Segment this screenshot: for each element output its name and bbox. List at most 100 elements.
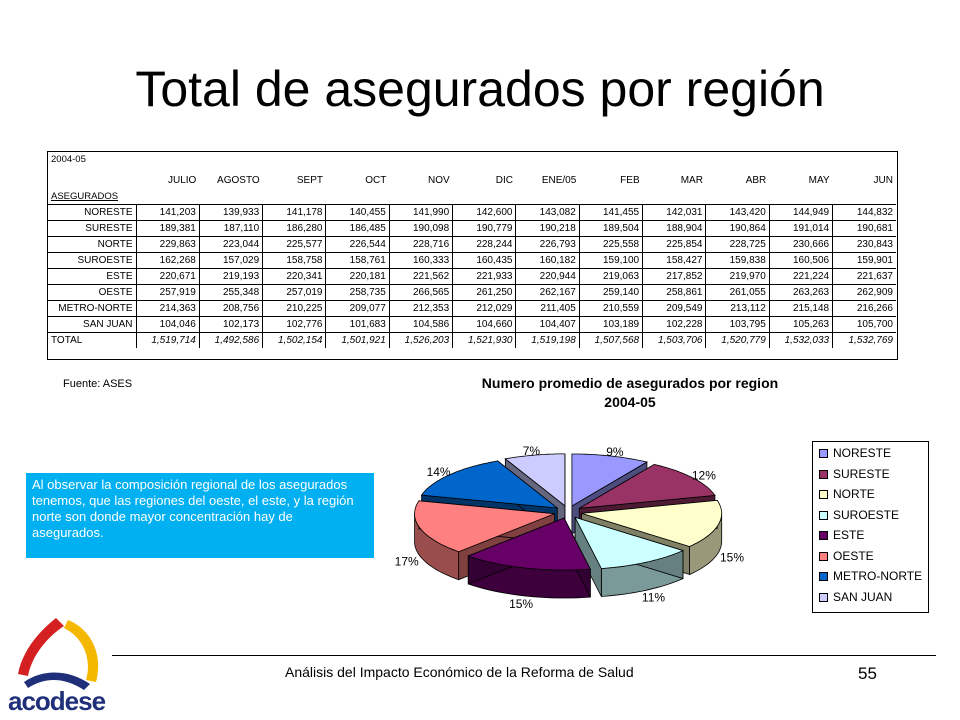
month-header: OCT (365, 174, 387, 186)
legend-label: SAN JUAN (833, 589, 893, 604)
table-row: METRO-NORTE 214,363 208,756 210,225 209,077 2… (48, 300, 896, 317)
month-header: MAY (808, 174, 830, 186)
table-cell: 221,933 (452, 268, 516, 285)
table-row: SURESTE 189,381 187,110 186,280 186,485 190,0… (48, 220, 896, 237)
table-cell: 105,263 (768, 316, 833, 333)
table-cell: 212,353 (388, 300, 453, 317)
logo-arc-blue (24, 672, 90, 690)
total-cell: 1,503,706 (642, 332, 706, 348)
table-cell: 261,250 (452, 284, 516, 301)
table-cell: 141,990 (388, 204, 453, 221)
data-table: 2004-05 ASEGURADOS JULIO AGOSTO SEPT OCT NOV… (47, 151, 898, 360)
month-header: NOV (427, 174, 450, 186)
table-cell: 225,558 (578, 236, 643, 253)
table-cell: 162,268 (135, 252, 200, 269)
total-cell: 1,520,779 (705, 332, 770, 348)
table-cell: 230,843 (832, 236, 896, 253)
table-cell: 160,333 (388, 252, 453, 269)
pie-label: 12% (692, 468, 716, 482)
month-header: ABR (745, 174, 767, 186)
table-cell: 255,348 (198, 284, 263, 301)
table-cell: 102,228 (642, 316, 706, 333)
table-cell: 209,077 (325, 300, 390, 317)
table-cell: 266,565 (388, 284, 453, 301)
pie-label: 14% (427, 465, 451, 479)
table-cell: 258,735 (325, 284, 390, 301)
legend-swatch (819, 572, 828, 581)
table-header-row: JULIO AGOSTO SEPT OCT NOV DIC ENE/05 FEB MAR ABR M… (48, 172, 896, 188)
table-cell: 219,970 (705, 268, 770, 285)
table-cell: 143,082 (515, 204, 580, 221)
table-cell: 220,944 (515, 268, 580, 285)
legend-label: NORESTE (833, 446, 892, 460)
table-cell: 230,666 (768, 236, 833, 253)
table-cell: 190,681 (832, 220, 896, 237)
region-label: NORTE (48, 236, 136, 253)
table-cell: 187,110 (198, 220, 263, 237)
period-label: 2004-05 (51, 154, 86, 165)
table-cell: 141,178 (262, 204, 326, 221)
month-header: MAR (680, 174, 703, 186)
month-header: ENE/05 (541, 174, 577, 186)
table-cell: 158,758 (262, 252, 326, 269)
table-cell: 105,700 (832, 316, 896, 333)
table-cell: 159,838 (705, 252, 770, 269)
table-cell: 186,280 (262, 220, 326, 237)
table-cell: 226,544 (325, 236, 390, 253)
table-cell: 139,933 (198, 204, 263, 221)
table-cell: 257,919 (135, 284, 200, 301)
table-cell: 140,455 (325, 204, 390, 221)
table-cell: 220,181 (325, 268, 390, 285)
table-cell: 141,203 (135, 204, 200, 221)
table-cell: 142,031 (642, 204, 706, 221)
table-cell: 223,044 (198, 236, 263, 253)
total-cell: 1,521,930 (452, 332, 516, 348)
table-cell: 226,793 (515, 236, 580, 253)
table-cell: 219,063 (578, 268, 643, 285)
table-cell: 228,716 (388, 236, 453, 253)
table-cell: 157,029 (198, 252, 263, 269)
total-cell: 1,532,769 (832, 332, 896, 348)
table-cell: 220,341 (262, 268, 326, 285)
observation-callout: Al observar la composición regional de l… (26, 473, 374, 558)
table-cell: 101,683 (325, 316, 390, 333)
asegurados-table: JULIO AGOSTO SEPT OCT NOV DIC ENE/05 FEB MAR ABR M… (48, 172, 896, 348)
group-label: ASEGURADOS (51, 191, 119, 202)
table-cell: 259,140 (578, 284, 643, 301)
pie-label: 11% (642, 591, 665, 605)
month-header: JUN (873, 174, 893, 186)
month-header: JULIO (167, 174, 197, 186)
legend-swatch (819, 490, 828, 499)
table-cell: 257,019 (262, 284, 326, 301)
pie-label: 17% (395, 554, 419, 568)
legend-swatch (819, 449, 828, 458)
table-cell: 158,427 (642, 252, 706, 269)
legend-swatch (819, 551, 828, 561)
table-cell: 143,420 (705, 204, 770, 221)
table-cell: 189,504 (578, 220, 643, 237)
slide-title: Total de asegurados por región (135, 61, 825, 117)
footer-divider (112, 655, 936, 656)
table-cell: 225,854 (642, 236, 706, 253)
table-cell: 186,485 (325, 220, 390, 237)
total-cell: 1,519,198 (515, 332, 580, 348)
table-cell: 212,029 (452, 300, 516, 317)
legend-swatch (819, 592, 828, 602)
month-header: AGOSTO (217, 174, 260, 186)
table-cell: 262,909 (832, 284, 896, 301)
footer-text: Análisis del Impacto Económico de la Ref… (285, 664, 634, 680)
chart-title-text: Numero promedio de asegurados por region (481, 375, 779, 391)
table-row: NORTE 229,863 223,044 225,577 226,544 228,716… (48, 236, 896, 253)
legend-label: SURESTE (833, 466, 890, 481)
chart-legend: NORESTE SURESTE NORTE SUROESTE ESTE OESTE METR… (812, 441, 929, 613)
legend-swatch (819, 469, 828, 479)
total-label: TOTAL (48, 332, 136, 348)
table-cell: 210,559 (578, 300, 643, 317)
table-cell: 219,193 (198, 268, 263, 285)
pie-label: 9% (606, 445, 624, 459)
table-cell: 144,949 (768, 204, 833, 221)
table-cell: 158,761 (325, 252, 390, 269)
total-cell: 1,532,033 (768, 332, 833, 348)
table-row: ESTE 220,671 219,193 220,341 220,181 221,562 2… (48, 268, 896, 285)
table-cell: 104,586 (388, 316, 453, 333)
